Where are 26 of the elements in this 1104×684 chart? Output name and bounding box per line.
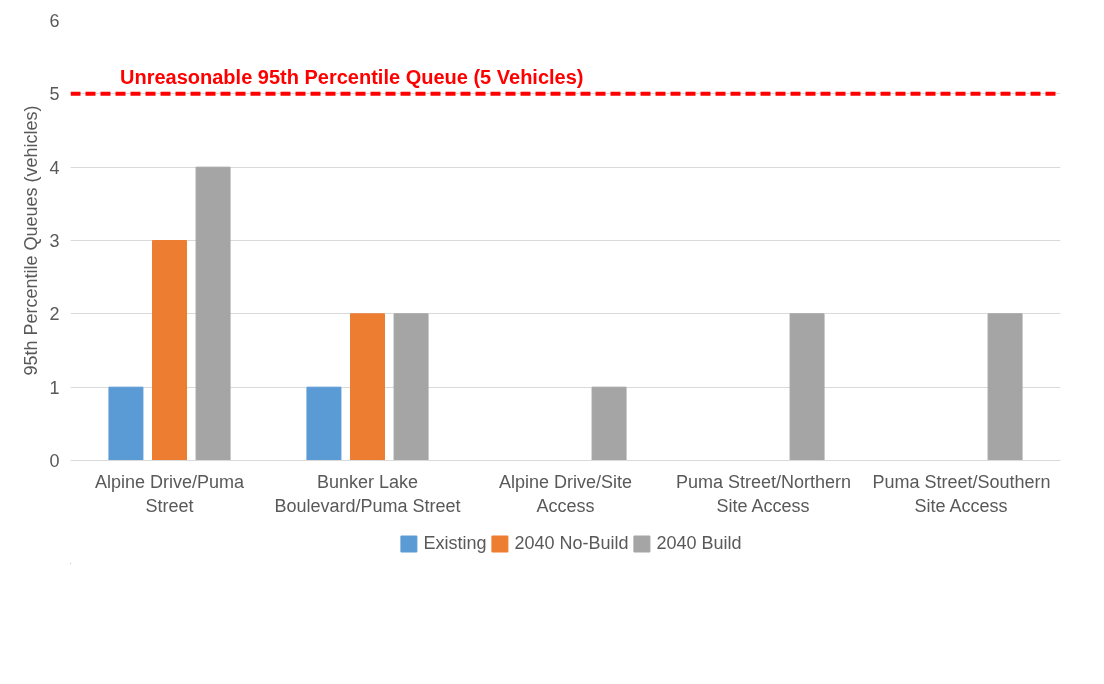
bar bbox=[306, 386, 342, 461]
legend-label: 2040 No-Build bbox=[514, 532, 629, 554]
bar bbox=[393, 313, 429, 461]
bar bbox=[350, 313, 385, 461]
y-tick-label: 6 bbox=[49, 11, 60, 31]
y-tick-label: 3 bbox=[49, 231, 60, 251]
x-tick-label: Alpine Drive/Site Access bbox=[498, 471, 633, 516]
y-tick-label: 0 bbox=[49, 451, 60, 471]
ref-line-label: Unreasonable 95th Percentile Queue (5 Vehicles) bbox=[120, 65, 584, 88]
x-tick-label: Bunker Lake Boulevard/Puma Street bbox=[274, 471, 461, 516]
y-tick-label: 5 bbox=[49, 84, 60, 105]
bar bbox=[789, 313, 825, 461]
y-tick-label: 4 bbox=[49, 157, 60, 178]
bar bbox=[591, 386, 627, 461]
bar bbox=[195, 166, 231, 461]
x-tick-label: Puma Street/Southern Site Access bbox=[872, 471, 1051, 516]
legend-label: 2040 Build bbox=[656, 532, 742, 554]
bar bbox=[152, 240, 187, 461]
x-tick-label: Alpine Drive/Puma Street bbox=[94, 471, 246, 516]
y-axis-title: 95th Percentile Queues (vehicles) bbox=[21, 105, 42, 376]
x-tick-label: Puma Street/Northern Site Access bbox=[675, 471, 852, 516]
bar bbox=[108, 386, 144, 461]
y-tick-label: 2 bbox=[49, 304, 60, 325]
bar bbox=[987, 313, 1023, 461]
legend-label: Existing bbox=[423, 532, 487, 554]
y-tick-label: 1 bbox=[49, 377, 60, 398]
